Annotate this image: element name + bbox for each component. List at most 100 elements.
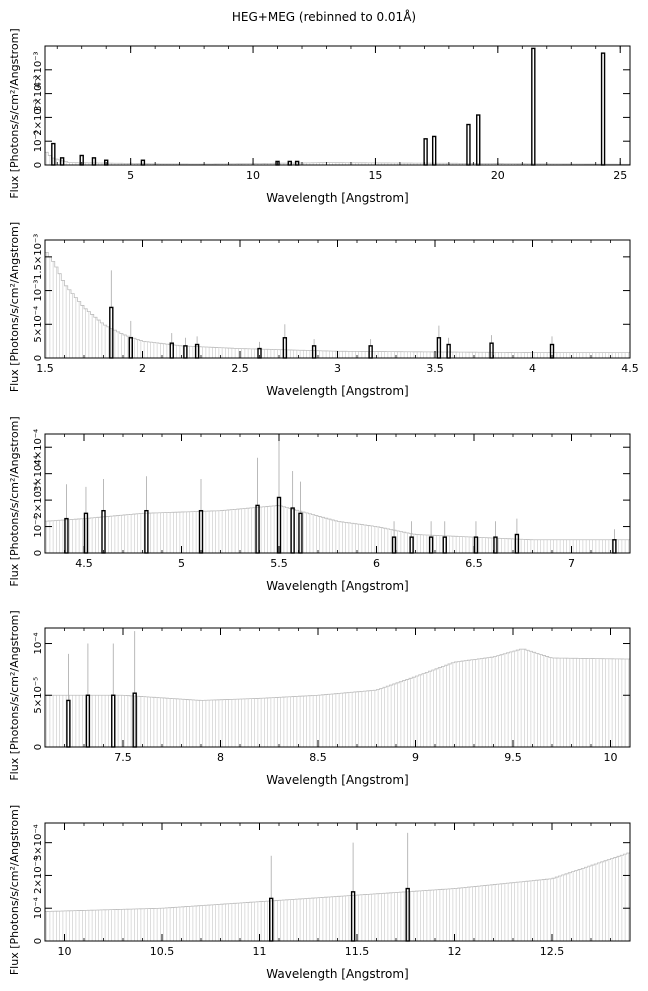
y-axis-label: Flux [Photons/s/cm²/Angstrom]: [8, 28, 21, 198]
emission-line-bar: [198, 509, 204, 554]
y-tick-label: 10⁻³: [33, 130, 44, 152]
y-tick-label: 5×10⁻⁴: [33, 306, 44, 343]
x-tick-label: 10.5: [150, 945, 175, 958]
y-tick-label: 3×10⁻³: [33, 75, 44, 112]
emission-line-bar: [350, 891, 356, 942]
y-tick-label: 5×10⁻⁵: [33, 677, 44, 714]
y-tick-label: 2×10⁻⁴: [33, 857, 44, 894]
x-tick-label: 6.5: [465, 557, 483, 570]
x-tick-label: 11.5: [345, 945, 370, 958]
y-tick-label: 2×10⁻³: [33, 99, 44, 136]
x-tick-label: 20: [491, 169, 505, 182]
x-tick-label: 12.5: [540, 945, 565, 958]
x-axis-label: Wavelength [Angstrom]: [266, 579, 408, 593]
y-tick-label: 10⁻⁴: [33, 516, 44, 538]
y-tick-label: 0: [33, 744, 44, 750]
y-tick-label: 0: [33, 938, 44, 944]
y-axis-label: Flux [Photons/s/cm²/Angstrom]: [8, 222, 21, 392]
continuum-outline: [45, 852, 630, 912]
y-tick-label: 10⁻⁴: [33, 633, 44, 655]
y-tick-label: 0: [33, 550, 44, 556]
panel-3: 4.5 5 5.5 6 6.5 7 0 10⁻⁴2×10⁻⁴3×10⁻⁴4×10⁻⁴ Wavel…: [8, 416, 631, 593]
x-axis-label: Wavelength [Angstrom]: [266, 191, 408, 205]
continuum-outline: [45, 151, 630, 165]
x-tick-label: 5.5: [270, 557, 288, 570]
chart-title: HEG+MEG (rebinned to 0.01Å): [231, 10, 417, 24]
x-tick-label: 15: [368, 169, 382, 182]
emission-line-bar: [290, 507, 295, 554]
x-tick-label: 9: [412, 751, 419, 764]
x-axis-label: Wavelength [Angstrom]: [266, 967, 408, 981]
emission-line-bar: [442, 536, 447, 554]
emission-line-bar: [466, 123, 471, 166]
y-tick-label: 3×10⁻⁴: [33, 824, 44, 861]
x-tick-label: 3: [334, 362, 341, 375]
y-axis-label: Flux [Photons/s/cm²/Angstrom]: [8, 610, 21, 780]
x-axis-label: Wavelength [Angstrom]: [266, 384, 408, 398]
emission-line-bar: [446, 343, 451, 359]
x-tick-label: 6: [373, 557, 380, 570]
x-tick-label: 7.5: [114, 751, 132, 764]
emission-line-bar: [140, 159, 146, 166]
x-tick-label: 10: [604, 751, 618, 764]
emission-line-bar: [66, 699, 71, 748]
x-tick-label: 5: [178, 557, 185, 570]
panel-5: 10 10.5 11 11.5 12 12.5 0 10⁻⁴ 2×10⁻⁴3×10⁻⁴ Wavel…: [8, 805, 631, 981]
y-axis-label: Flux [Photons/s/cm²/Angstrom]: [8, 416, 21, 586]
x-tick-label: 4.5: [621, 362, 639, 375]
emission-line-bar: [612, 539, 617, 554]
panel-2: 1.5 2 2.5 3 3.5 4 4.5 0 5×10⁻⁴ 10⁻³1.5×10⁻³ Wavele…: [8, 222, 639, 398]
plot-frame: [44, 433, 631, 554]
emission-line-bar: [423, 138, 428, 166]
emission-line-bar: [436, 337, 442, 359]
emission-line-bar: [111, 694, 116, 748]
x-tick-label: 9.5: [504, 751, 522, 764]
x-tick-label: 10: [246, 169, 260, 182]
y-tick-label: 3×10⁻⁴: [33, 455, 44, 492]
y-tick-label: 10⁻⁴: [33, 897, 44, 919]
x-tick-label: 10: [58, 945, 72, 958]
continuum-outline: [45, 505, 630, 541]
x-tick-label: 2: [139, 362, 146, 375]
x-tick-label: 8.5: [309, 751, 327, 764]
x-tick-label: 8: [217, 751, 224, 764]
emission-line-bar: [476, 114, 481, 166]
y-tick-label: 0: [33, 162, 44, 168]
emission-line-bar: [183, 345, 188, 359]
x-tick-label: 11: [253, 945, 267, 958]
x-tick-label: 1.5: [36, 362, 54, 375]
panel-4: 7.5 8 8.5 9 9.5 10 0 5×10⁻⁵ 10⁻⁴ Wavelength [Angs…: [8, 610, 631, 787]
emission-line-bar: [85, 694, 91, 748]
y-tick-label: 2×10⁻⁴: [33, 482, 44, 519]
x-tick-label: 4.5: [75, 557, 93, 570]
y-tick-label: 0: [33, 355, 44, 361]
y-axis-label: Flux [Photons/s/cm²/Angstrom]: [8, 805, 21, 975]
x-tick-label: 2.5: [231, 362, 249, 375]
x-tick-label: 3.5: [426, 362, 444, 375]
emission-line-bar: [531, 47, 536, 166]
panel-1: 5 10 15 20 25 0 10⁻³2×10⁻³3×10⁻³4×10⁻³ Waveleng…: [8, 28, 631, 205]
y-tick-label: 1.5×10⁻³: [33, 234, 44, 280]
emission-line-bar: [431, 135, 437, 166]
emission-line-bar: [600, 52, 606, 166]
emission-line-bar: [368, 345, 373, 359]
plot-frame: [44, 822, 631, 942]
continuum-outline: [45, 648, 630, 701]
y-tick-label: 10⁻³: [33, 280, 44, 302]
emission-line-bar: [311, 345, 317, 359]
x-tick-label: 5: [127, 169, 134, 182]
y-tick-label: 4×10⁻³: [33, 51, 44, 88]
emission-line-bar: [59, 157, 65, 166]
emission-line-bar: [144, 509, 149, 554]
x-tick-label: 4: [529, 362, 536, 375]
x-tick-label: 25: [613, 169, 627, 182]
x-tick-label: 12: [448, 945, 462, 958]
x-axis-label: Wavelength [Angstrom]: [266, 773, 408, 787]
emission-line-bar: [282, 337, 288, 359]
x-tick-label: 7: [568, 557, 575, 570]
emission-line-bar: [91, 157, 97, 166]
emission-line-bar: [169, 342, 174, 359]
emission-line-bar: [514, 533, 520, 554]
emission-line-bar: [409, 536, 414, 554]
